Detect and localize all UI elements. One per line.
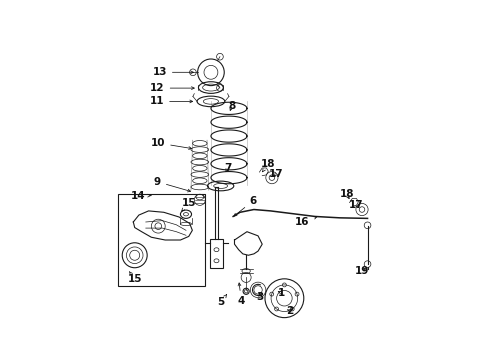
- Text: 1: 1: [278, 288, 285, 298]
- Bar: [210, 239, 223, 268]
- Text: 7: 7: [224, 163, 231, 174]
- Bar: [118, 194, 205, 286]
- Text: 18: 18: [340, 189, 354, 199]
- Text: 12: 12: [150, 83, 194, 93]
- Text: 18: 18: [261, 159, 275, 172]
- Text: 17: 17: [269, 169, 283, 179]
- Text: 2: 2: [286, 306, 294, 316]
- Text: 16: 16: [295, 216, 317, 227]
- Text: 11: 11: [149, 96, 193, 107]
- Text: 10: 10: [151, 138, 192, 149]
- Text: 6: 6: [234, 195, 257, 216]
- Text: 15: 15: [181, 198, 196, 211]
- Text: 15: 15: [128, 271, 143, 284]
- Text: 17: 17: [349, 199, 364, 210]
- Text: 14: 14: [131, 191, 151, 201]
- Text: 19: 19: [355, 266, 369, 276]
- Text: 5: 5: [217, 294, 227, 307]
- Text: 3: 3: [257, 292, 264, 302]
- Text: 9: 9: [154, 177, 191, 192]
- Text: 4: 4: [238, 283, 245, 306]
- Text: 13: 13: [152, 67, 194, 77]
- Text: 8: 8: [228, 102, 235, 111]
